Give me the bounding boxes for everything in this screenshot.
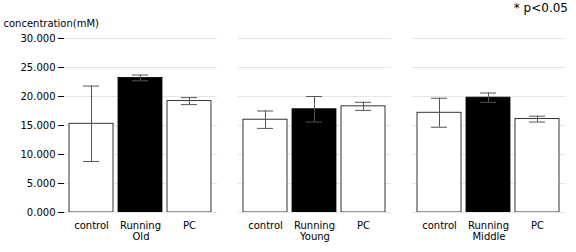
svg-text:control: control — [74, 220, 109, 231]
svg-text:PC: PC — [183, 220, 196, 231]
svg-text:control: control — [248, 220, 283, 231]
svg-text:Running: Running — [120, 220, 161, 231]
svg-text:Young: Young — [299, 231, 330, 242]
svg-text:0.000: 0.000 — [27, 207, 56, 218]
svg-text:25.000: 25.000 — [21, 62, 56, 73]
svg-text:10.000: 10.000 — [21, 149, 56, 160]
svg-text:20.000: 20.000 — [21, 91, 56, 102]
svg-text:concentration(mM): concentration(mM) — [4, 18, 100, 29]
svg-text:Running: Running — [294, 220, 335, 231]
svg-text:Middle: Middle — [472, 231, 505, 242]
svg-text:Running: Running — [468, 220, 509, 231]
svg-text:control: control — [422, 220, 457, 231]
svg-text:PC: PC — [531, 220, 544, 231]
html-text:* p<0.05: * p<0.05 — [513, 1, 568, 15]
svg-text:5.000: 5.000 — [27, 178, 56, 189]
svg-text:30.000: 30.000 — [21, 33, 56, 44]
svg-text:Old: Old — [133, 231, 150, 242]
svg-text:15.000: 15.000 — [21, 120, 56, 131]
svg-text:PC: PC — [357, 220, 370, 231]
